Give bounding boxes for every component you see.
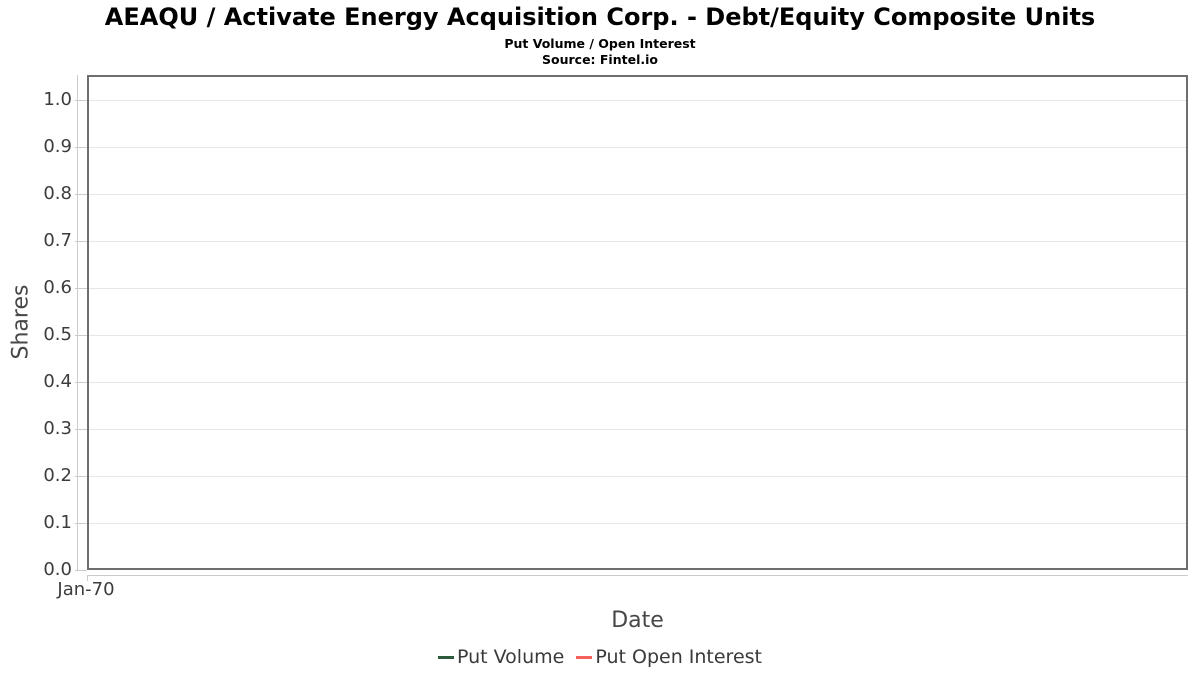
y-axis-tick (75, 523, 87, 524)
legend-item-put-open-interest[interactable]: Put Open Interest (576, 646, 762, 668)
y-axis-tick (75, 100, 87, 101)
y-gridline (89, 194, 1186, 195)
y-gridline (89, 476, 1186, 477)
legend-label: Put Volume (457, 646, 565, 668)
y-axis-tick-label: 0.6 (43, 277, 72, 298)
y-axis-tick (75, 288, 87, 289)
y-gridline (89, 147, 1186, 148)
x-axis-tick-label: Jan-70 (57, 579, 115, 600)
y-axis-tick-label: 0.8 (43, 183, 72, 204)
y-axis-tick-label: 1.0 (43, 89, 72, 110)
y-axis-tick-label: 0.9 (43, 136, 72, 157)
legend-label: Put Open Interest (595, 646, 762, 668)
chart-subtitle: Put Volume / Open Interest (504, 36, 696, 51)
y-axis-tick (75, 147, 87, 148)
legend-marker-icon (576, 655, 593, 659)
y-axis-tick-label: 0.5 (43, 324, 72, 345)
y-gridline (89, 429, 1186, 430)
y-gridline (89, 335, 1186, 336)
chart-title: AEAQU / Activate Energy Acquisition Corp… (104, 3, 1096, 31)
legend-marker-icon (438, 655, 454, 659)
y-gridline (89, 523, 1186, 524)
y-gridline (89, 288, 1186, 289)
y-axis-line (77, 75, 78, 570)
y-axis-tick-label: 0.1 (43, 512, 72, 533)
y-axis-tick (75, 194, 87, 195)
legend: Put Volume Put Open Interest (0, 646, 1200, 668)
y-gridline (89, 382, 1186, 383)
x-axis-line (87, 575, 1188, 576)
y-gridline (89, 241, 1186, 242)
x-axis-title: Date (611, 608, 664, 633)
y-axis-tick (75, 335, 87, 336)
y-axis-tick (75, 429, 87, 430)
y-axis-tick (75, 241, 87, 242)
plot-area (87, 75, 1188, 570)
y-axis-tick-label: 0.3 (43, 418, 72, 439)
y-axis-tick-label: 0.7 (43, 230, 72, 251)
y-axis-tick-label: 0.2 (43, 465, 72, 486)
y-axis-tick (75, 570, 87, 571)
x-axis-tick (87, 575, 88, 581)
y-gridline (89, 100, 1186, 101)
y-axis-title: Shares (8, 284, 34, 360)
legend-item-put-volume[interactable]: Put Volume (438, 646, 564, 668)
y-axis-tick-label: 0.0 (43, 559, 72, 580)
y-axis-tick-label: 0.4 (43, 371, 72, 392)
y-axis-tick (75, 476, 87, 477)
y-axis-tick (75, 382, 87, 383)
chart-source-label: Source: Fintel.io (542, 52, 658, 67)
